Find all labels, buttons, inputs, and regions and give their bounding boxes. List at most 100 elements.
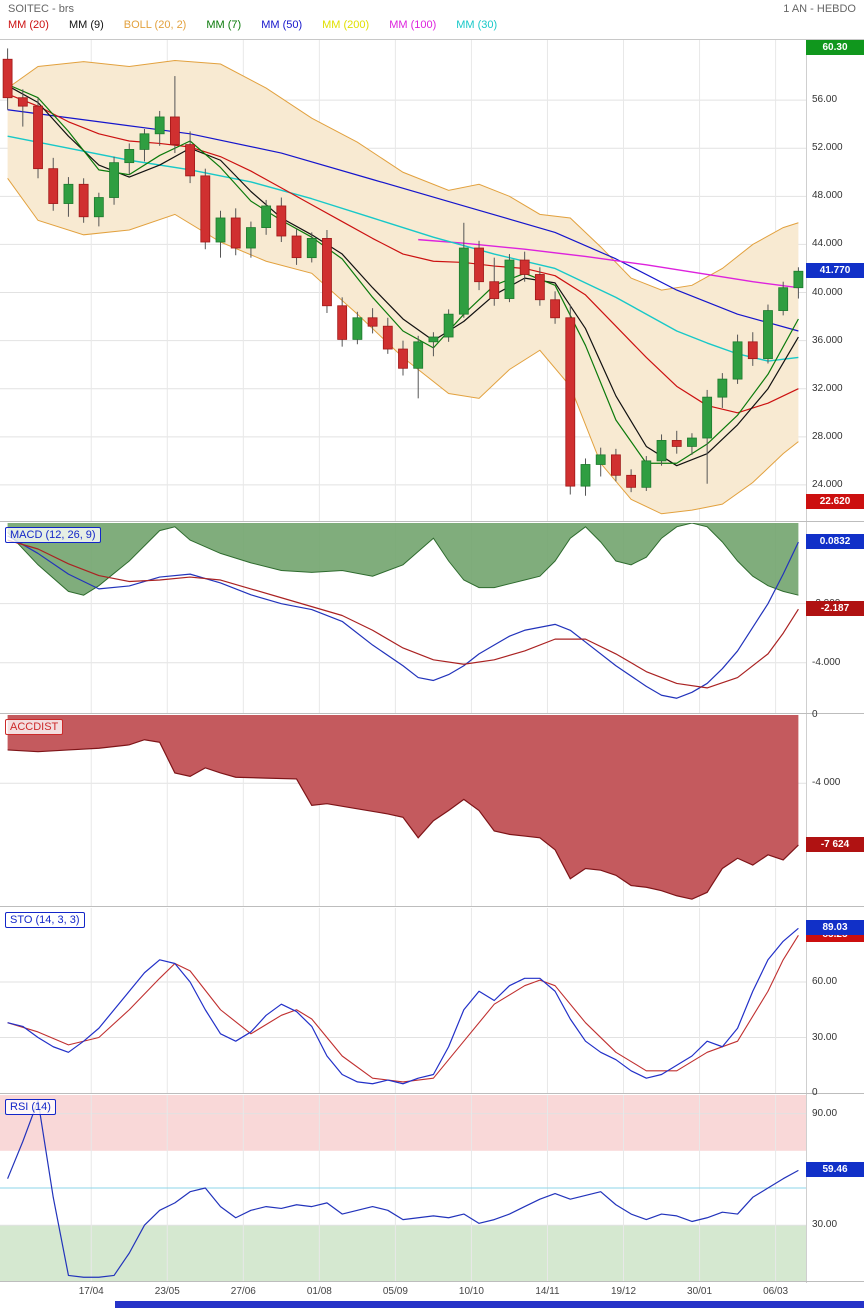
price-value-badge: 22.620 <box>806 493 864 509</box>
legend-item-mm-7-[interactable]: MM (7) <box>206 19 242 31</box>
candle-down <box>48 168 59 204</box>
price-axis-label: 44.000 <box>812 238 843 250</box>
price-axis-label: 56.00 <box>812 94 838 106</box>
sto-chart-panel[interactable] <box>0 908 864 1094</box>
rsi-chart-canvas <box>0 1095 806 1281</box>
sto-value-badge: 89.03 <box>806 920 864 936</box>
price-chart-canvas <box>0 40 806 521</box>
price-value-badge: 41.770 <box>806 263 864 279</box>
candle-down <box>534 274 545 301</box>
candle-down <box>382 325 393 350</box>
rsi-zone-band <box>0 1095 806 1151</box>
candle-up <box>352 317 363 340</box>
candle-down <box>671 440 682 447</box>
candle-down <box>611 454 621 476</box>
signal-line <box>7 539 799 689</box>
macd-panel-title: MACD (12, 26, 9) <box>5 527 101 543</box>
mm20 <box>7 93 799 414</box>
candle-up <box>124 149 135 164</box>
legend-item-mm-50-[interactable]: MM (50) <box>261 19 303 31</box>
macd-line <box>7 535 799 699</box>
candle-down <box>565 317 576 487</box>
accdist-axis-label: -4 000 <box>812 777 841 789</box>
candle-up <box>63 183 74 204</box>
candle-up <box>717 378 728 398</box>
candle-down <box>550 299 560 319</box>
candle-up <box>261 205 272 228</box>
price-axis-label: 40.000 <box>812 286 843 298</box>
price-value-badge: 60.30 <box>806 40 864 56</box>
candle-down <box>291 235 302 259</box>
macd-axis-label: -4.000 <box>812 656 841 668</box>
candle-down <box>33 105 43 170</box>
macd-value-badge: 0.0832 <box>806 534 864 550</box>
timeline-scrollbar[interactable] <box>115 1301 864 1308</box>
x-axis-label: 19/12 <box>610 1286 637 1297</box>
mm7 <box>7 83 799 464</box>
macd-histogram-area <box>7 523 799 596</box>
candle-up <box>778 287 789 311</box>
candle-down <box>17 97 28 107</box>
candle-down <box>322 238 332 307</box>
accdist-panel-title: ACCDIST <box>5 719 64 735</box>
accdist-axis-label: 0 <box>812 709 818 720</box>
legend-item-mm-200-[interactable]: MM (200) <box>322 19 370 31</box>
rsi-line <box>7 1099 799 1278</box>
x-axis-label: 23/05 <box>154 1286 180 1297</box>
accdist-area <box>7 715 799 900</box>
candle-down <box>398 348 408 369</box>
percent-d-line <box>7 934 799 1083</box>
macd-chart-panel[interactable] <box>0 523 864 714</box>
x-axis-label: 06/03 <box>763 1286 789 1297</box>
price-axis-label: 36.000 <box>812 334 843 346</box>
rsi-chart-panel[interactable] <box>0 1095 864 1282</box>
candlesticks <box>2 48 804 496</box>
legend-item-boll-20-2-[interactable]: BOLL (20, 2) <box>123 19 187 31</box>
sto-axis-label: 0 <box>812 1087 818 1098</box>
legend-item-mm-9-[interactable]: MM (9) <box>68 19 104 31</box>
candle-down <box>78 183 89 218</box>
mm100 <box>418 238 799 289</box>
x-axis-label: 27/06 <box>230 1286 256 1297</box>
legend-item-mm-100-[interactable]: MM (100) <box>389 19 437 31</box>
candle-up <box>154 116 165 135</box>
accdist-chart-panel[interactable] <box>0 715 864 907</box>
macd-chart-canvas <box>0 523 806 713</box>
candle-down <box>747 341 758 360</box>
price-axis-label: 32.000 <box>812 382 843 394</box>
candle-down <box>626 474 637 488</box>
accdist-value-badge: -7 624 <box>806 837 864 853</box>
rsi-zone-band <box>0 1225 806 1281</box>
candle-down <box>185 144 195 177</box>
rsi-axis-label: 90.00 <box>812 1107 838 1119</box>
candle-down <box>2 58 13 99</box>
rsi-value-badge: 59.46 <box>806 1162 864 1178</box>
candle-up <box>641 460 652 488</box>
legend-item-mm-30-[interactable]: MM (30) <box>456 19 498 31</box>
price-axis-label: 52.000 <box>812 142 843 154</box>
bollinger-upper-line <box>7 59 799 291</box>
price-chart-panel[interactable] <box>0 40 864 522</box>
rsi-axis-label: 30.00 <box>812 1219 838 1231</box>
candle-up <box>687 437 697 447</box>
candle-up <box>595 454 606 465</box>
candle-down <box>230 217 241 249</box>
candle-up <box>428 336 439 343</box>
candle-up <box>246 227 256 249</box>
candle-down <box>337 305 348 340</box>
candle-up <box>793 270 804 289</box>
candle-up <box>504 259 515 299</box>
candle-up <box>306 238 317 259</box>
candle-down <box>276 205 287 237</box>
legend-item-mm-20-[interactable]: MM (20) <box>8 19 49 31</box>
candle-up <box>458 247 469 315</box>
sto-panel-title: STO (14, 3, 3) <box>5 912 85 928</box>
candle-down <box>169 116 180 146</box>
x-axis-label: 14/11 <box>535 1286 560 1297</box>
period-label: 1 AN - HEBDO <box>783 3 856 15</box>
candle-down <box>474 247 484 283</box>
candle-up <box>702 396 713 439</box>
x-axis-label: 10/10 <box>458 1286 484 1297</box>
instrument-title: SOITEC - brs <box>8 3 75 15</box>
sto-chart-canvas <box>0 908 806 1093</box>
